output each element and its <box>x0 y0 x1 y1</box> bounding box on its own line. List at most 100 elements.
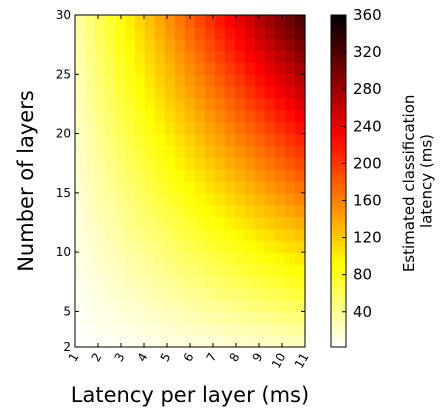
heatmap-cell <box>175 181 186 194</box>
heatmap-cell <box>155 323 166 336</box>
heatmap-cell <box>295 192 306 206</box>
heatmap-cell <box>285 50 296 64</box>
heatmap-cell <box>245 157 256 170</box>
heatmap-cell <box>205 204 216 218</box>
heatmap-cell <box>175 275 186 289</box>
heatmap-cell <box>85 264 96 277</box>
heatmap-cell <box>295 335 306 348</box>
heatmap-cell <box>135 145 146 158</box>
heatmap-cell <box>285 181 296 194</box>
heatmap-cell <box>155 169 166 182</box>
heatmap-cell <box>155 192 166 206</box>
heatmap-cell <box>285 252 296 265</box>
heatmap-cell <box>215 287 226 301</box>
y-tick-label: 30 <box>56 8 71 22</box>
heatmap-cell <box>255 311 266 324</box>
heatmap-cell <box>115 26 126 40</box>
heatmap-cell <box>205 240 216 253</box>
heatmap-cell <box>205 335 216 348</box>
heatmap-cell <box>275 311 286 324</box>
heatmap-cell <box>295 86 306 99</box>
heatmap-cell <box>185 121 196 135</box>
colorbar-tick-label: 360 <box>353 6 382 24</box>
heatmap-cell <box>225 275 236 289</box>
heatmap-cell <box>255 181 266 194</box>
heatmap-cell <box>125 335 136 348</box>
heatmap-cell <box>125 204 136 218</box>
heatmap-cell <box>215 133 226 147</box>
heatmap-cell <box>135 15 146 28</box>
colorbar-tick-label: 80 <box>353 266 372 284</box>
heatmap-cell <box>235 204 246 218</box>
heatmap-cell <box>175 228 186 241</box>
heatmap-cell <box>195 216 206 230</box>
heatmap-cell <box>135 275 146 289</box>
heatmap-cell <box>105 335 116 348</box>
heatmap-cell <box>275 240 286 253</box>
heatmap-cell <box>235 38 246 52</box>
heatmap-cell <box>295 216 306 230</box>
heatmap-cell <box>145 133 156 147</box>
heatmap-cell <box>135 252 146 265</box>
heatmap-cell <box>245 86 256 99</box>
heatmap-cell <box>75 169 86 182</box>
heatmap-cell <box>115 240 126 253</box>
heatmap-cell <box>125 192 136 206</box>
heatmap-cell <box>275 335 286 348</box>
heatmap-cell <box>125 216 136 230</box>
heatmap-cell <box>255 98 266 111</box>
heatmap-cell <box>95 204 106 218</box>
heatmap-cell <box>295 109 306 123</box>
heatmap-cell <box>175 62 186 75</box>
heatmap-cell <box>275 38 286 52</box>
heatmap-cell <box>135 133 146 147</box>
heatmap-cell <box>165 157 176 170</box>
heatmap-cell <box>165 109 176 123</box>
heatmap-cell <box>225 252 236 265</box>
heatmap-cell <box>165 335 176 348</box>
heatmap-cell <box>195 15 206 28</box>
heatmap-cell <box>95 109 106 123</box>
heatmap-cell <box>215 181 226 194</box>
heatmap-cell <box>195 181 206 194</box>
heatmap-cell <box>215 228 226 241</box>
heatmap-cell <box>195 86 206 99</box>
heatmap-cell <box>115 335 126 348</box>
heatmap-cell <box>195 204 206 218</box>
heatmap-cell <box>265 109 276 123</box>
heatmap-cell <box>185 86 196 99</box>
heatmap-cell <box>275 204 286 218</box>
heatmap-cell <box>145 98 156 111</box>
heatmap-cell <box>195 323 206 336</box>
heatmap-cell <box>125 157 136 170</box>
heatmap-cell <box>275 275 286 289</box>
heatmap-cell <box>175 109 186 123</box>
heatmap-cell <box>285 133 296 147</box>
heatmap-cell <box>105 181 116 194</box>
heatmap-cell <box>255 287 266 301</box>
heatmap-cell <box>155 287 166 301</box>
heatmap-cell <box>75 26 86 40</box>
heatmap-cell <box>145 228 156 241</box>
heatmap-cell <box>145 192 156 206</box>
heatmap-cell <box>235 50 246 64</box>
heatmap-cell <box>125 240 136 253</box>
heatmap-cell <box>295 228 306 241</box>
heatmap-cell <box>245 323 256 336</box>
heatmap-cell <box>135 98 146 111</box>
heatmap-cell <box>205 228 216 241</box>
heatmap-cell <box>75 38 86 52</box>
heatmap-cell <box>215 264 226 277</box>
heatmap-cell <box>275 181 286 194</box>
heatmap-cell <box>165 74 176 87</box>
heatmap-cell <box>195 133 206 147</box>
heatmap-cell <box>285 323 296 336</box>
heatmap-cell <box>145 145 156 158</box>
heatmap-cell <box>235 287 246 301</box>
heatmap-cell <box>265 192 276 206</box>
heatmap-cell <box>175 145 186 158</box>
heatmap-cell <box>285 98 296 111</box>
heatmap-cell <box>125 228 136 241</box>
colorbar-tick-label: 200 <box>353 154 382 172</box>
